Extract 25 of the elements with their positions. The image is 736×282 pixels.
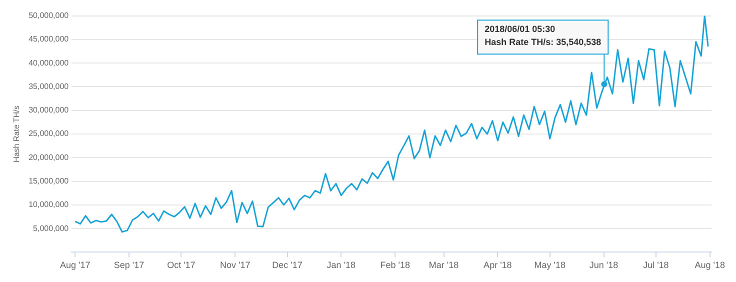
- x-tick-label: Aug '17: [60, 260, 90, 270]
- x-tick-label: May '18: [534, 260, 566, 270]
- y-tick-label: 45,000,000: [28, 34, 70, 44]
- x-tick-label: Jun '18: [589, 260, 618, 270]
- y-tick-label: 30,000,000: [28, 106, 70, 115]
- y-tick-label: 50,000,000: [28, 11, 70, 20]
- x-tick-label: Jan '18: [326, 260, 356, 270]
- annotation: 2018/06/01 05:30 Hash Rate TH/s: 35,540,538: [484, 24, 602, 48]
- x-tick-label: Apr '18: [484, 260, 512, 270]
- x-tick-label: Sep '17: [114, 260, 144, 270]
- x-tick-label: Jul '18: [643, 260, 669, 270]
- x-tick-label: Nov '17: [220, 260, 250, 270]
- y-tick-label: 10,000,000: [28, 200, 70, 210]
- x-tick-label: Feb '18: [380, 260, 410, 270]
- x-tick-label: Dec '17: [272, 260, 302, 270]
- y-tick-label: 15,000,000: [28, 176, 70, 186]
- y-tick-label: 35,000,000: [28, 82, 70, 91]
- y-tick-label: 20,000,000: [28, 152, 70, 162]
- y-tick-label: 5,000,000: [33, 224, 70, 233]
- x-tick-label: Mar '18: [428, 260, 459, 270]
- y-tick-label: 25,000,000: [28, 129, 70, 138]
- x-tick-label: Aug '18: [694, 260, 725, 270]
- x-tick-label: Oct '17: [167, 260, 196, 270]
- y-tick-label: 40,000,000: [28, 58, 70, 68]
- y-axis-title: Hash Rate TH/s: [12, 106, 22, 162]
